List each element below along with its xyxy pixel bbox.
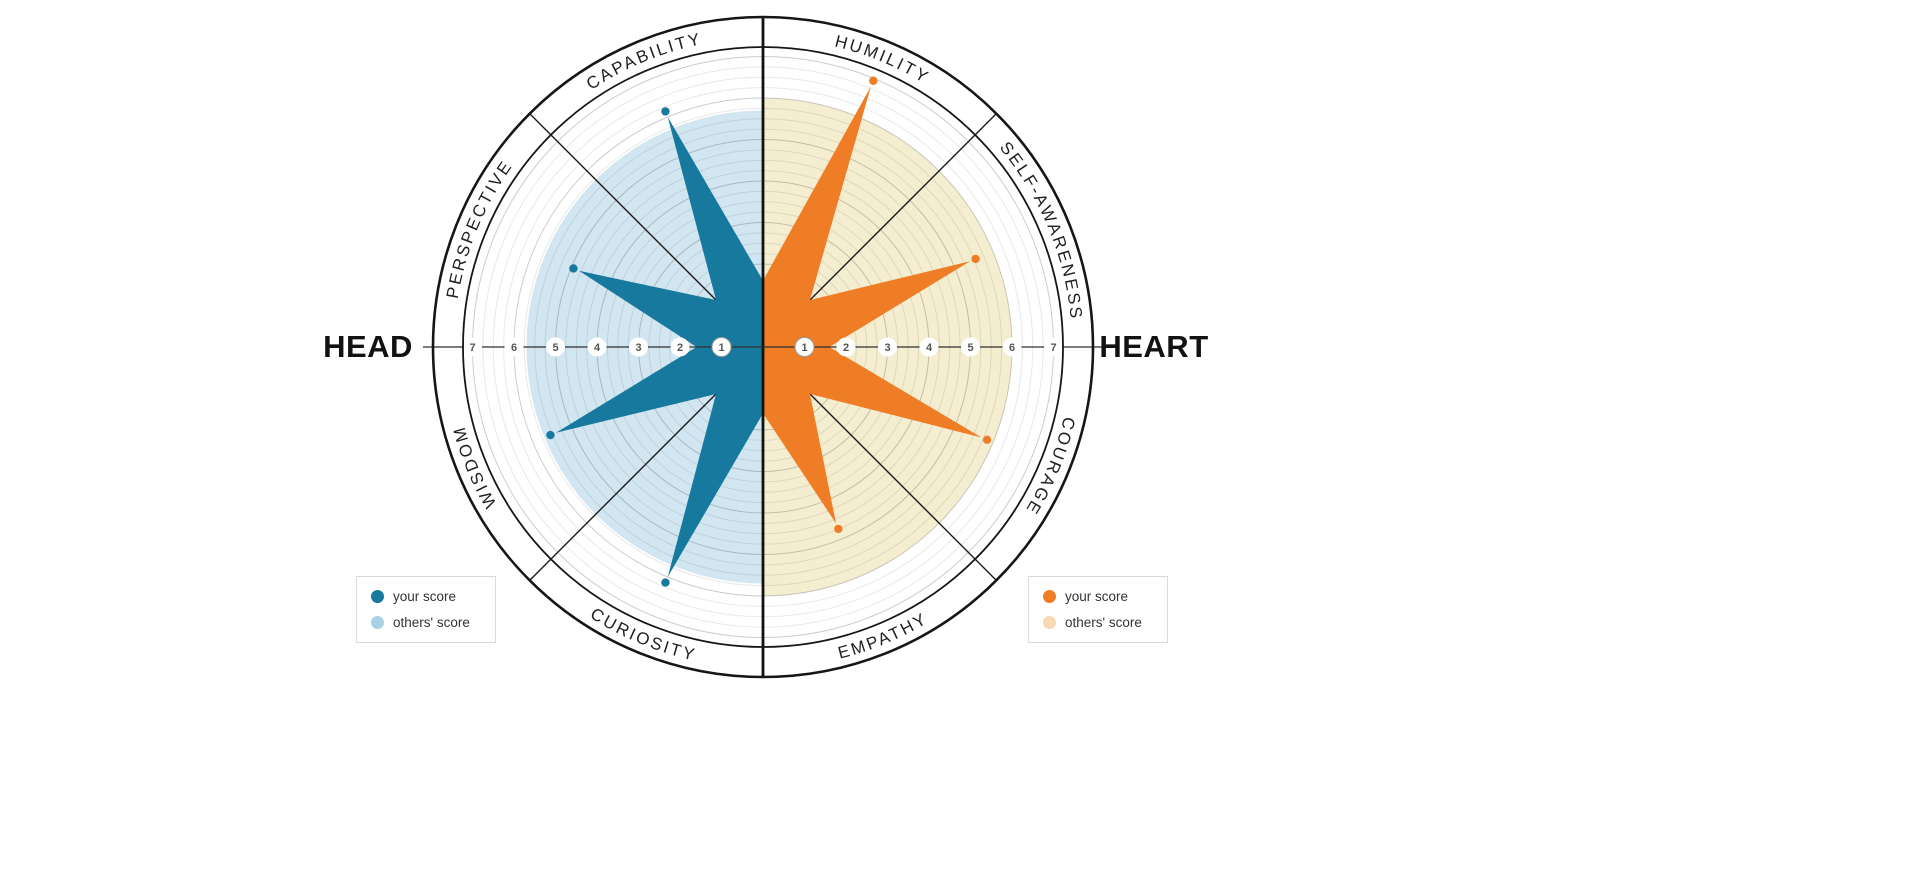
legend-item-others-score: others' score [371,615,481,630]
axis-tick-chip [1044,337,1063,357]
axis-tick-chip [794,337,815,357]
legend-label: others' score [1065,615,1142,630]
heart-title: HEART [1099,329,1209,364]
axis-tick-chip [1002,337,1022,357]
axis-tick-label: 5 [552,342,558,354]
axis-tick-chip [629,337,648,357]
axis-tick-label: 2 [677,342,683,354]
head-title: HEAD [323,329,413,364]
legend-item-others-score: others' score [1043,615,1153,630]
outer-ring [431,15,1095,679]
axis-tick-chip [711,337,732,357]
axis-tick-label: 7 [1050,342,1056,354]
trait-score-dot [546,430,555,440]
trait-score-dot [661,578,670,587]
legend-label: your score [393,589,457,604]
your-score-swatch [371,590,384,603]
trait-score-dot [982,435,992,445]
trait-score-dot [569,264,578,273]
axis-tick-label: 5 [967,342,973,354]
legend-item-your-score: your score [371,589,481,604]
legend-item-your-score: your score [1043,589,1153,604]
trait-score-dot [834,524,843,534]
trait-score-dot [869,76,878,85]
axis-tick-label: 4 [594,342,601,354]
axis-tick-chip [587,337,607,357]
axis-tick-label: 1 [718,342,724,354]
others-score-swatch [371,616,384,629]
axis-tick-label: 7 [469,342,475,354]
head-legend: your score others' score [356,576,496,643]
legend-label: your score [1065,589,1129,604]
heart-legend: your score others' score [1028,576,1168,643]
axis-tick-chip [546,337,565,357]
heart-your-score-star [763,86,982,524]
trait-score-dot [971,254,980,264]
head-your-score-star [555,116,763,578]
axis-tick-chip [463,337,482,357]
your-score-swatch [1043,590,1056,603]
axis-tick-label: 4 [926,342,933,354]
label-ring-inner [462,46,1064,648]
axis-tick-chip [878,337,897,357]
axis-tick-chip [504,337,524,357]
axis-tick-chip [961,337,980,357]
axis-tick-label: 3 [635,342,641,354]
axis-tick-chip [919,337,939,357]
axis-tick-label: 6 [511,342,517,354]
legend-label: others' score [393,615,470,630]
axis-tick-label: 2 [843,342,849,354]
axis-tick-chip [836,337,856,357]
axis-tick-label: 6 [1009,342,1015,354]
axis-tick-chip [670,337,690,357]
axis-tick-label: 3 [884,342,890,354]
others-score-swatch [1043,616,1056,629]
axis-tick-label: 1 [801,342,807,354]
trait-score-dot [661,107,670,116]
